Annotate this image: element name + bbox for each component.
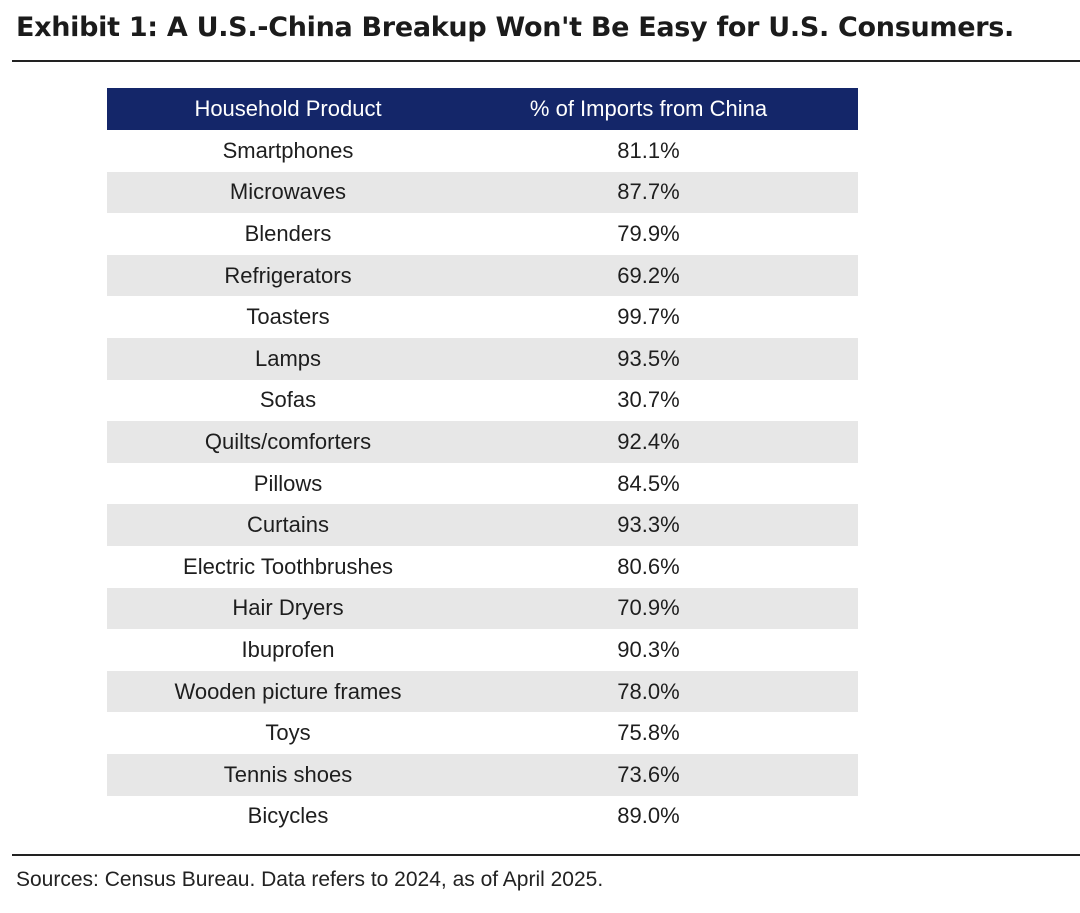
- percent-value-cell: 78.0%: [469, 670, 858, 713]
- percent-value-cell: 81.1%: [617, 137, 680, 163]
- product-name-cell: Quilts/comforters: [107, 421, 469, 463]
- percent-value-cell: 93.3%: [469, 504, 858, 546]
- product-name-cell: Sofas: [259, 387, 317, 413]
- percent-value-cell: 75.8%: [617, 720, 680, 746]
- table-row: Blenders 79.9%: [107, 213, 858, 255]
- product-name-cell: Hair Dryers: [107, 587, 469, 630]
- table-row: Tennis shoes 73.6%: [107, 753, 858, 796]
- table-row: Sofas 30.7%: [107, 380, 858, 422]
- imports-table: Household Product % of Imports from Chin…: [107, 88, 858, 837]
- table-row: Wooden picture frames 78.0%: [107, 670, 858, 713]
- percent-value-cell: 89.0%: [617, 803, 680, 829]
- percent-value-cell: 73.6%: [469, 753, 858, 796]
- product-name-cell: Pillows: [253, 470, 323, 496]
- table-row: Bicycles 89.0%: [107, 796, 858, 838]
- percent-value-cell: 79.9%: [617, 220, 680, 246]
- table-header-row: Household Product % of Imports from Chin…: [107, 88, 858, 130]
- percent-value-cell: 87.7%: [469, 171, 858, 214]
- product-name-cell: Microwaves: [107, 171, 469, 214]
- product-name-cell: Ibuprofen: [241, 636, 335, 662]
- percent-value-cell: 84.5%: [617, 470, 680, 496]
- product-name-cell: Toasters: [246, 304, 330, 330]
- product-name-cell: Electric Toothbrushes: [183, 553, 393, 579]
- percent-value-cell: 80.6%: [617, 553, 680, 579]
- table-row: Smartphones 81.1%: [107, 130, 858, 172]
- product-name-cell: Bicycles: [247, 803, 329, 829]
- table-row: Curtains 93.3%: [107, 504, 858, 546]
- title-divider: [12, 60, 1080, 62]
- product-name-cell: Smartphones: [222, 137, 354, 163]
- product-name-cell: Refrigerators: [107, 254, 469, 297]
- percent-value-cell: 90.3%: [617, 636, 680, 662]
- percent-value-cell: 93.5%: [469, 337, 858, 380]
- product-name-cell: Blenders: [244, 220, 332, 246]
- percent-value-cell: 69.2%: [469, 254, 858, 297]
- exhibit-title: Exhibit 1: A U.S.-China Breakup Won't Be…: [16, 12, 1015, 43]
- percent-value-cell: 99.7%: [617, 304, 680, 330]
- column-header-percent: % of Imports from China: [469, 88, 858, 130]
- table-row: Pillows 84.5%: [107, 463, 858, 505]
- table-row: Quilts/comforters 92.4%: [107, 421, 858, 463]
- table-row: Toasters 99.7%: [107, 296, 858, 338]
- table-row: Electric Toothbrushes 80.6%: [107, 546, 858, 588]
- table-row: Toys 75.8%: [107, 712, 858, 754]
- table-row: Hair Dryers 70.9%: [107, 587, 858, 630]
- percent-value-cell: 70.9%: [469, 587, 858, 630]
- sources-note: Sources: Census Bureau. Data refers to 2…: [16, 868, 604, 891]
- table-row: Microwaves 87.7%: [107, 171, 858, 214]
- product-name-cell: Wooden picture frames: [107, 670, 469, 713]
- product-name-cell: Toys: [265, 720, 311, 746]
- table-row: Lamps 93.5%: [107, 337, 858, 380]
- table-row: Refrigerators 69.2%: [107, 254, 858, 297]
- product-name-cell: Curtains: [107, 504, 469, 546]
- product-name-cell: Tennis shoes: [107, 753, 469, 796]
- percent-value-cell: 30.7%: [617, 387, 680, 413]
- sources-divider: [12, 854, 1080, 856]
- table-row: Ibuprofen 90.3%: [107, 629, 858, 671]
- percent-value-cell: 92.4%: [469, 421, 858, 463]
- product-name-cell: Lamps: [107, 337, 469, 380]
- column-header-product: Household Product: [107, 88, 469, 130]
